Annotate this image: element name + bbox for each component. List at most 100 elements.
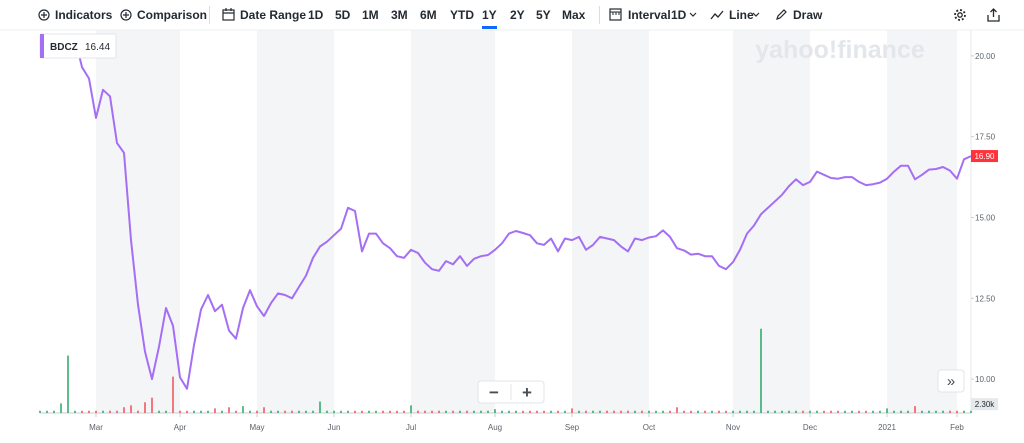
volume-bar xyxy=(95,410,97,413)
range-button[interactable]: 1M xyxy=(362,8,379,22)
volume-bar xyxy=(963,410,965,413)
range-button[interactable]: YTD xyxy=(450,8,474,22)
volume-bar xyxy=(382,410,384,413)
indicators-button[interactable]: Indicators xyxy=(55,8,113,22)
x-tick-label: Aug xyxy=(488,423,502,432)
y-tick-label: 20.00 xyxy=(975,52,996,61)
more-button[interactable]: » xyxy=(947,373,955,390)
volume-bar xyxy=(200,410,202,413)
chart-style-button[interactable]: Line xyxy=(729,8,754,22)
date-range-button[interactable]: Date Range xyxy=(240,8,307,22)
zoom-controls[interactable]: − + xyxy=(477,380,545,404)
chevron[interactable] xyxy=(752,12,760,18)
separator xyxy=(599,6,600,24)
range-button[interactable]: 1D xyxy=(308,8,324,22)
volume-bar xyxy=(732,410,734,413)
y-tick-label: 10.00 xyxy=(975,375,996,384)
volume-bar xyxy=(466,410,468,413)
x-tick-label: Nov xyxy=(726,423,740,432)
comparison-button[interactable]: Comparison xyxy=(137,8,208,22)
range-button[interactable]: 1Y xyxy=(482,8,497,29)
range-button[interactable]: 6M xyxy=(420,8,437,22)
volume-bar xyxy=(809,410,811,413)
volume-bar xyxy=(627,410,629,413)
volume-bar xyxy=(403,410,405,413)
x-tick-label: Jun xyxy=(328,423,341,432)
range-button[interactable]: 3M xyxy=(391,8,408,22)
calendar-icon[interactable] xyxy=(222,8,235,21)
x-tick-label: Apr xyxy=(174,423,187,432)
interval-icon[interactable] xyxy=(609,8,622,21)
volume-bar xyxy=(242,406,244,413)
volume-bar xyxy=(137,410,139,413)
volume-bar xyxy=(781,410,783,413)
zoom-in-button[interactable]: + xyxy=(522,383,532,402)
month-band xyxy=(411,30,495,413)
share-icon[interactable] xyxy=(987,8,1000,22)
volume-bar xyxy=(571,408,573,413)
interval-button[interactable]: Interval xyxy=(628,8,671,22)
volume-bar xyxy=(914,406,916,413)
volume-bar xyxy=(389,410,391,413)
volume-bar xyxy=(529,410,531,413)
volume-bar xyxy=(508,410,510,413)
volume-bar xyxy=(410,405,412,413)
draw-icon[interactable] xyxy=(775,8,788,21)
range-button[interactable]: 5D xyxy=(335,8,351,22)
volume-bar xyxy=(179,410,181,413)
volume-bar xyxy=(487,410,489,413)
volume-bar xyxy=(739,410,741,413)
volume-bar xyxy=(473,410,475,413)
indicators-icon[interactable] xyxy=(38,9,50,21)
range-button[interactable]: 2Y xyxy=(510,8,525,22)
volume-bar xyxy=(872,410,874,413)
volume-bar xyxy=(592,410,594,413)
x-tick-label: 2021 xyxy=(878,423,896,432)
volume-bar xyxy=(277,410,279,413)
volume-bar xyxy=(186,410,188,413)
volume-bar xyxy=(515,410,517,413)
draw-button[interactable]: Draw xyxy=(793,8,823,22)
last-price-tag xyxy=(971,150,998,163)
volume-bar xyxy=(501,410,503,413)
volume-bar xyxy=(333,410,335,413)
volume-bar xyxy=(172,376,174,413)
volume-bar xyxy=(949,410,951,413)
comparison-icon[interactable] xyxy=(120,9,132,21)
more-control[interactable]: » xyxy=(937,369,965,393)
volume-bar xyxy=(634,410,636,413)
settings-icon[interactable] xyxy=(953,8,967,22)
volume-bar xyxy=(802,410,804,413)
volume-bar xyxy=(480,410,482,413)
y-tick-label: 17.50 xyxy=(975,133,996,142)
line-icon[interactable] xyxy=(710,9,724,21)
volume-bar xyxy=(123,407,125,413)
volume-bar xyxy=(578,410,580,413)
volume-bar xyxy=(256,410,258,413)
volume-bar xyxy=(655,410,657,413)
volume-bar xyxy=(956,410,958,413)
zoom-out-button[interactable]: − xyxy=(489,383,499,402)
volume-bar xyxy=(67,355,69,413)
volume-bar xyxy=(46,410,48,413)
volume-bar xyxy=(725,410,727,413)
volume-bar xyxy=(207,410,209,413)
x-tick-label: May xyxy=(249,423,264,432)
volume-bar xyxy=(795,410,797,413)
volume-bar xyxy=(116,410,118,413)
volume-bar xyxy=(641,410,643,413)
chevron[interactable] xyxy=(689,12,697,18)
volume-bar xyxy=(354,410,356,413)
volume-bar xyxy=(550,410,552,413)
volume-bar xyxy=(424,410,426,413)
volume-bar xyxy=(228,407,230,413)
range-button[interactable]: 5Y xyxy=(536,8,551,22)
volume-bar xyxy=(438,410,440,413)
interval-value[interactable]: 1D xyxy=(671,8,687,22)
volume-bar xyxy=(53,410,55,413)
range-button[interactable]: Max xyxy=(562,8,586,22)
volume-bar xyxy=(319,401,321,413)
x-tick-label: Mar xyxy=(89,423,103,432)
volume-bar xyxy=(746,410,748,413)
separator xyxy=(209,6,210,24)
